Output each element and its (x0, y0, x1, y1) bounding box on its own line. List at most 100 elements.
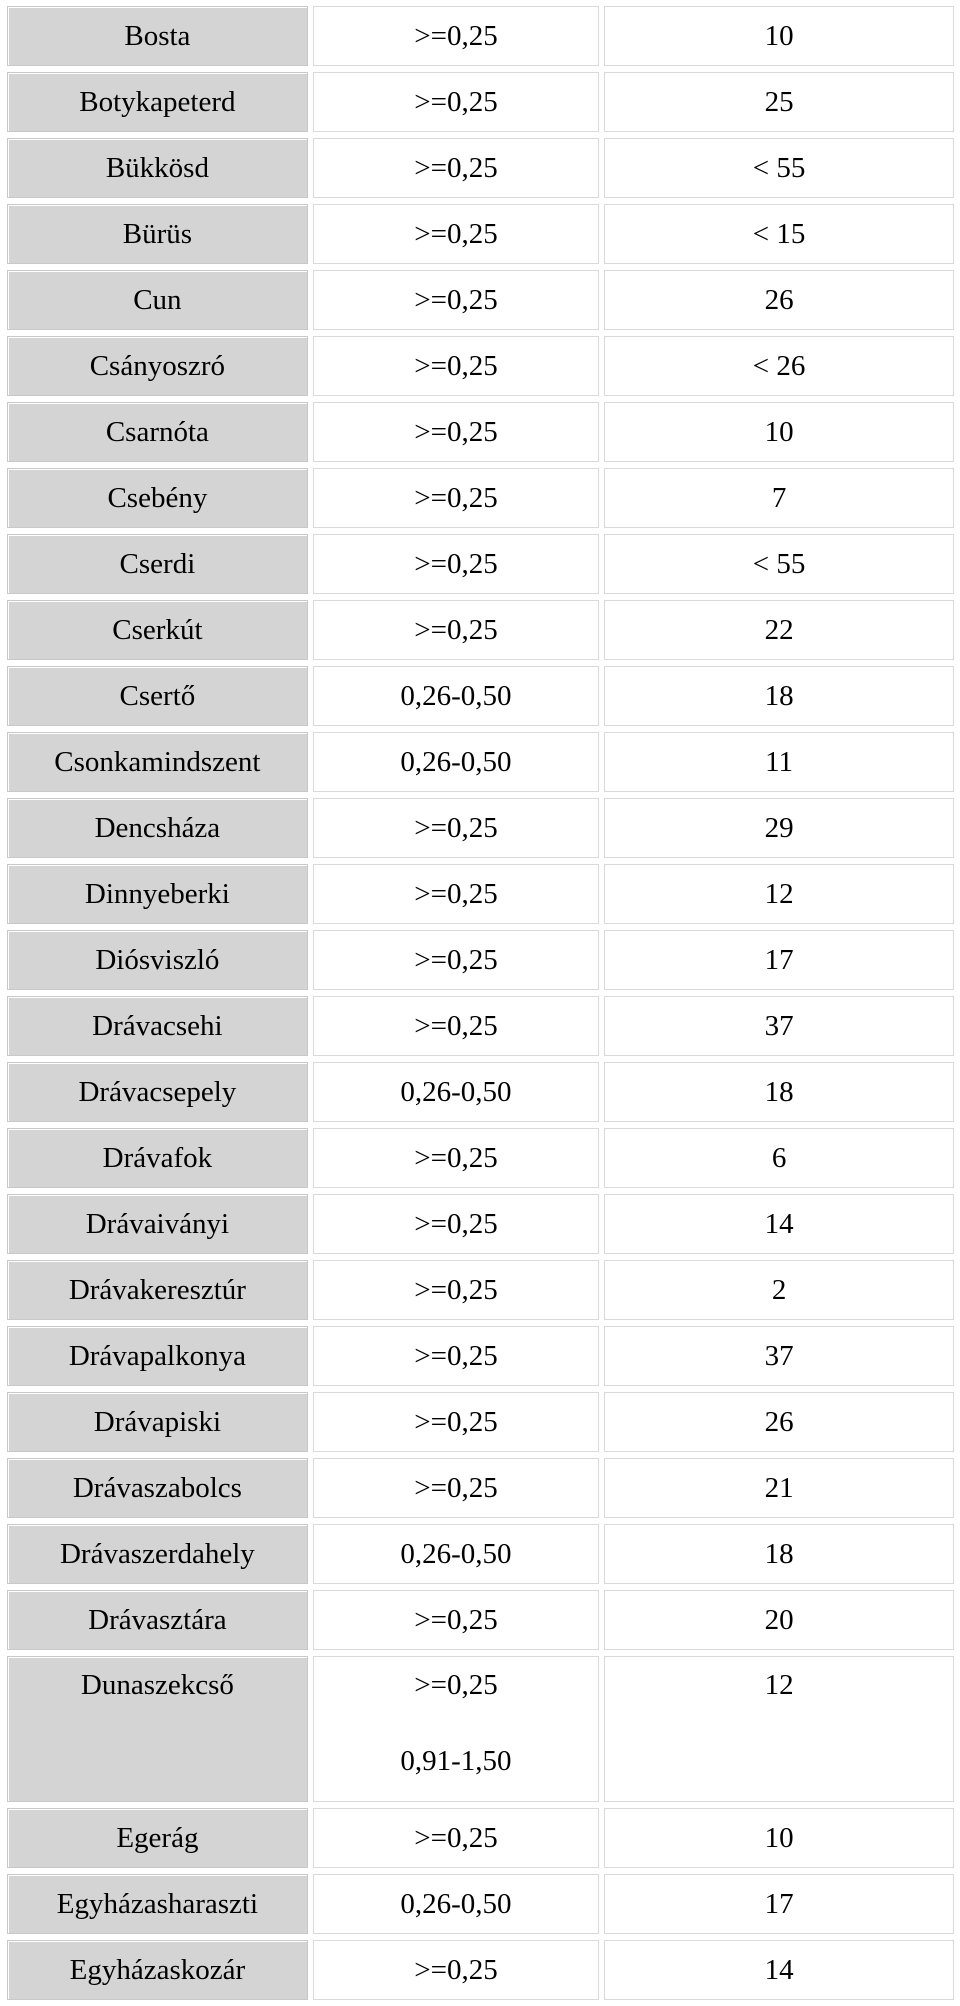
table-row: Bürüs >=0,25 < 15 (7, 204, 954, 264)
count-cell: 10 (604, 1808, 954, 1868)
table-row: Egyházaskozár >=0,25 14 (7, 1940, 954, 2000)
table-row: Diósviszló >=0,25 17 (7, 930, 954, 990)
range-cell: >=0,25 (312, 1458, 600, 1518)
range-cell: >=0,25 (312, 864, 600, 924)
count-cell: 17 (604, 1874, 954, 1934)
range-cell: >=0,25 (312, 1940, 600, 2000)
table-row: Cun >=0,25 26 (7, 270, 954, 330)
range-cell: >=0,25 (312, 1194, 600, 1254)
table-row: Drávapiski >=0,25 26 (7, 1392, 954, 1452)
table-row: Dinnyeberki >=0,25 12 (7, 864, 954, 924)
settlement-name-cell: Bosta (7, 6, 308, 66)
range-cell: >=0,25 (312, 72, 600, 132)
range-cell: >=0,25 (312, 1326, 600, 1386)
count-cell: 18 (604, 1062, 954, 1122)
table-row: Cserdi >=0,25 < 55 (7, 534, 954, 594)
settlement-name-cell: Csonkamindszent (7, 732, 308, 792)
count-cell: 14 (604, 1194, 954, 1254)
table-row: Bükkösd >=0,25 < 55 (7, 138, 954, 198)
table-row: Drávacsepely 0,26-0,50 18 (7, 1062, 954, 1122)
table-row: Drávaszabolcs >=0,25 21 (7, 1458, 954, 1518)
range-cell: >=0,25 (312, 1128, 600, 1188)
range-cell: 0,26-0,50 (312, 666, 600, 726)
settlement-name-cell: Drávapiski (7, 1392, 308, 1452)
range-cell: >=0,25 (312, 1590, 600, 1650)
settlement-name-cell: Bürüs (7, 204, 308, 264)
range-cell: >=0,25 (312, 1392, 600, 1452)
settlement-name-cell: Dinnyeberki (7, 864, 308, 924)
range-cell: >=0,25 (312, 402, 600, 462)
table-row: Dencsháza >=0,25 29 (7, 798, 954, 858)
table-row: Csarnóta >=0,25 10 (7, 402, 954, 462)
count-value: 12 (764, 1669, 794, 1701)
count-cell: 20 (604, 1590, 954, 1650)
count-cell: 11 (604, 732, 954, 792)
settlement-name-cell: Csányoszró (7, 336, 308, 396)
range-value: >=0,25 (414, 1669, 498, 1701)
settlement-name: Dunaszekcső (80, 1669, 234, 1701)
settlement-name-cell: Drávapalkonya (7, 1326, 308, 1386)
settlement-name-cell: Dunaszekcső (7, 1656, 308, 1802)
settlement-name-cell: Egyházasharaszti (7, 1874, 308, 1934)
table-row: Egerág >=0,25 10 (7, 1808, 954, 1868)
settlement-name-cell: Csarnóta (7, 402, 308, 462)
count-cell: 14 (604, 1940, 954, 2000)
count-cell: 37 (604, 1326, 954, 1386)
settlement-name-cell: Drávaiványi (7, 1194, 308, 1254)
table-row: Dunaszekcső >=0,25 0,91-1,50 12 (7, 1656, 954, 1802)
table-row: Csertő 0,26-0,50 18 (7, 666, 954, 726)
table-row: Bosta >=0,25 10 (7, 6, 954, 66)
count-cell: 10 (604, 6, 954, 66)
count-cell: 12 (604, 1656, 954, 1802)
settlement-name-cell: Bükkösd (7, 138, 308, 198)
count-cell: 29 (604, 798, 954, 858)
table-row: Egyházasharaszti 0,26-0,50 17 (7, 1874, 954, 1934)
range-cell: >=0,25 (312, 930, 600, 990)
table-row: Cserkút >=0,25 22 (7, 600, 954, 660)
count-cell: 12 (604, 864, 954, 924)
count-cell: 22 (604, 600, 954, 660)
table-row: Drávakeresztúr >=0,25 2 (7, 1260, 954, 1320)
settlement-name-cell: Botykapeterd (7, 72, 308, 132)
count-cell: 18 (604, 1524, 954, 1584)
table-row: Drávaszerdahely 0,26-0,50 18 (7, 1524, 954, 1584)
range-cell: 0,26-0,50 (312, 1874, 600, 1934)
range-cell: >=0,25 (312, 204, 600, 264)
table-row: Drávapalkonya >=0,25 37 (7, 1326, 954, 1386)
table-row: Csonkamindszent 0,26-0,50 11 (7, 732, 954, 792)
settlement-name-cell: Egyházaskozár (7, 1940, 308, 2000)
range-cell: >=0,25 0,91-1,50 (312, 1656, 600, 1802)
settlement-name-cell: Drávakeresztúr (7, 1260, 308, 1320)
table-row: Drávasztára >=0,25 20 (7, 1590, 954, 1650)
count-cell: 7 (604, 468, 954, 528)
count-cell: 10 (604, 402, 954, 462)
count-cell: 6 (604, 1128, 954, 1188)
count-cell: < 15 (604, 204, 954, 264)
count-cell: 18 (604, 666, 954, 726)
count-cell: 17 (604, 930, 954, 990)
count-cell: 26 (604, 270, 954, 330)
count-cell: 26 (604, 1392, 954, 1452)
table-row: Drávafok >=0,25 6 (7, 1128, 954, 1188)
settlement-name-cell: Drávacsepely (7, 1062, 308, 1122)
count-cell: 21 (604, 1458, 954, 1518)
settlement-name-cell: Drávaszerdahely (7, 1524, 308, 1584)
settlement-name-cell: Cserdi (7, 534, 308, 594)
range-cell: >=0,25 (312, 6, 600, 66)
count-cell: 2 (604, 1260, 954, 1320)
range-cell: >=0,25 (312, 1260, 600, 1320)
settlement-name-cell: Dencsháza (7, 798, 308, 858)
count-cell: < 55 (604, 138, 954, 198)
range-cell: >=0,25 (312, 798, 600, 858)
settlement-name-cell: Csertő (7, 666, 308, 726)
range-cell: 0,26-0,50 (312, 1062, 600, 1122)
range-cell: >=0,25 (312, 138, 600, 198)
settlement-name-cell: Drávafok (7, 1128, 308, 1188)
range-cell: 0,26-0,50 (312, 732, 600, 792)
settlement-name-cell: Drávaszabolcs (7, 1458, 308, 1518)
table-row: Drávacsehi >=0,25 37 (7, 996, 954, 1056)
count-cell: < 26 (604, 336, 954, 396)
range-cell: >=0,25 (312, 534, 600, 594)
